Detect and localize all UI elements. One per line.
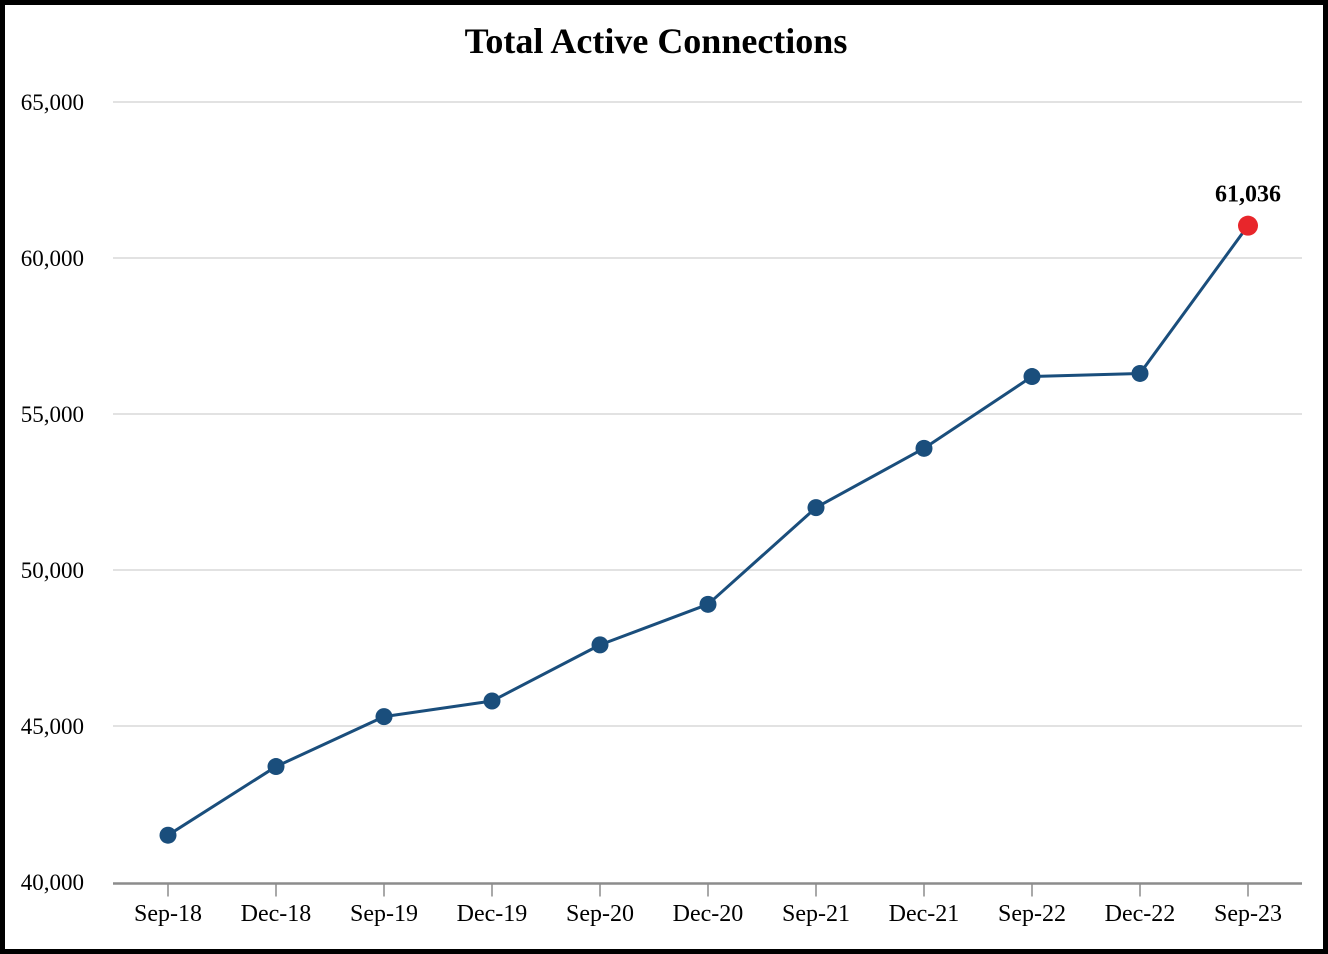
data-point	[1131, 364, 1149, 382]
data-point	[1023, 368, 1041, 386]
data-point	[699, 595, 717, 613]
y-axis-tick-label: 40,000	[21, 870, 84, 895]
x-axis-tick-label: Dec-18	[241, 901, 312, 927]
x-axis-tick-label: Dec-20	[673, 901, 744, 927]
data-point	[915, 439, 933, 457]
x-axis-tick-label: Sep-23	[1214, 901, 1282, 927]
data-point	[591, 636, 609, 654]
x-axis-tick-label: Sep-22	[998, 901, 1066, 927]
x-axis-tick-label: Sep-21	[782, 901, 850, 927]
y-axis-tick-label: 60,000	[21, 246, 84, 271]
data-point	[807, 499, 825, 517]
x-axis-tick-label: Sep-18	[134, 901, 202, 927]
data-point	[483, 692, 501, 710]
data-point-label: 61,036	[1215, 182, 1281, 208]
data-point	[159, 826, 177, 844]
x-axis-tick-label: Sep-19	[350, 901, 418, 927]
x-axis-tick-label: Dec-21	[889, 901, 960, 927]
y-axis-tick-label: 45,000	[21, 714, 84, 739]
x-axis-tick-label: Dec-22	[1105, 901, 1176, 927]
data-point	[375, 708, 393, 726]
chart-title: Total Active Connections	[464, 21, 848, 61]
series-line	[166, 224, 1250, 837]
y-axis-tick-label: 55,000	[21, 402, 84, 427]
data-point	[267, 758, 285, 776]
y-axis-tick-label: 65,000	[21, 90, 84, 115]
x-axis-tick-label: Sep-20	[566, 901, 634, 927]
x-axis-tick-label: Dec-19	[457, 901, 528, 927]
y-axis-tick-label: 50,000	[21, 558, 84, 583]
data-point-highlight	[1238, 215, 1258, 236]
